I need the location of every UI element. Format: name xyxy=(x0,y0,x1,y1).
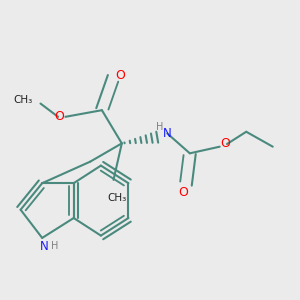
Text: O: O xyxy=(178,186,188,199)
Text: H: H xyxy=(156,122,164,132)
Text: O: O xyxy=(55,110,64,123)
Text: CH₃: CH₃ xyxy=(13,95,32,105)
Text: O: O xyxy=(221,137,231,150)
Text: N: N xyxy=(163,127,172,140)
Text: CH₃: CH₃ xyxy=(107,193,126,203)
Text: N: N xyxy=(40,240,48,253)
Text: O: O xyxy=(115,69,125,82)
Text: H: H xyxy=(51,241,59,251)
